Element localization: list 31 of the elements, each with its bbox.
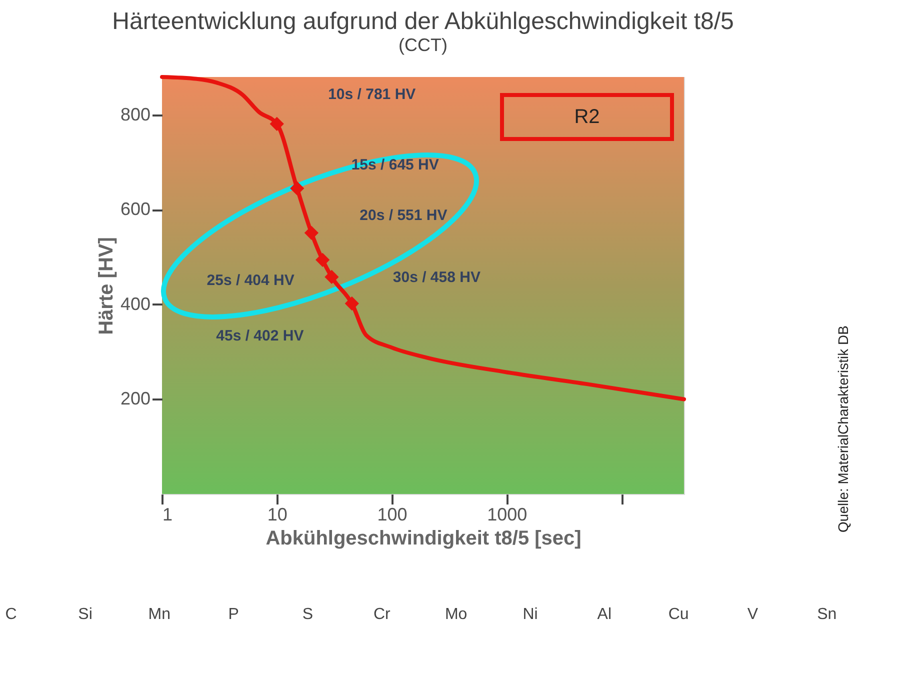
x-tick-label: 1000 xyxy=(487,504,528,524)
text: Si xyxy=(78,606,92,623)
x-axis-title: Abkühlgeschwindigkeit t8/5 [sec] xyxy=(266,528,582,550)
y-tick-label: 600 xyxy=(120,199,150,220)
x-tick-label: 100 xyxy=(377,504,408,524)
source-note: Quelle: MaterialCharakteristik DB xyxy=(835,326,851,532)
y-axis-title: Härte [HV] xyxy=(95,237,118,335)
y-tick-label: 800 xyxy=(120,104,150,124)
annotation: 20s / 551 HV xyxy=(360,206,448,224)
chart-title: Härteentwicklung aufgrund der Abkühlgeschwindigkeit t8/5 xyxy=(112,8,734,35)
y-tick-label: 200 xyxy=(120,388,150,409)
chart-subtitle: (CCT) xyxy=(398,35,448,55)
x-tick-label: 1 xyxy=(162,504,173,524)
text: S xyxy=(302,606,314,623)
text: Al xyxy=(597,606,612,623)
y-tick-label: 400 xyxy=(120,294,150,314)
text: C xyxy=(5,606,17,623)
text: Mn xyxy=(148,606,171,623)
text: Cr xyxy=(373,606,392,623)
text: Mo xyxy=(444,606,468,623)
annotation: R2 xyxy=(574,106,600,128)
text: Sn xyxy=(817,606,837,623)
annotation: 10s / 781 HV xyxy=(328,86,416,103)
annotation: 30s / 458 HV xyxy=(392,268,480,286)
annotation: 25s / 404 HV xyxy=(206,272,294,289)
x-tick-label: 10 xyxy=(267,504,288,524)
text: Cu xyxy=(668,606,689,623)
text: P xyxy=(228,606,239,623)
text: V xyxy=(747,606,758,623)
annotation: 45s / 402 HV xyxy=(216,328,304,345)
text: Ni xyxy=(522,606,538,623)
